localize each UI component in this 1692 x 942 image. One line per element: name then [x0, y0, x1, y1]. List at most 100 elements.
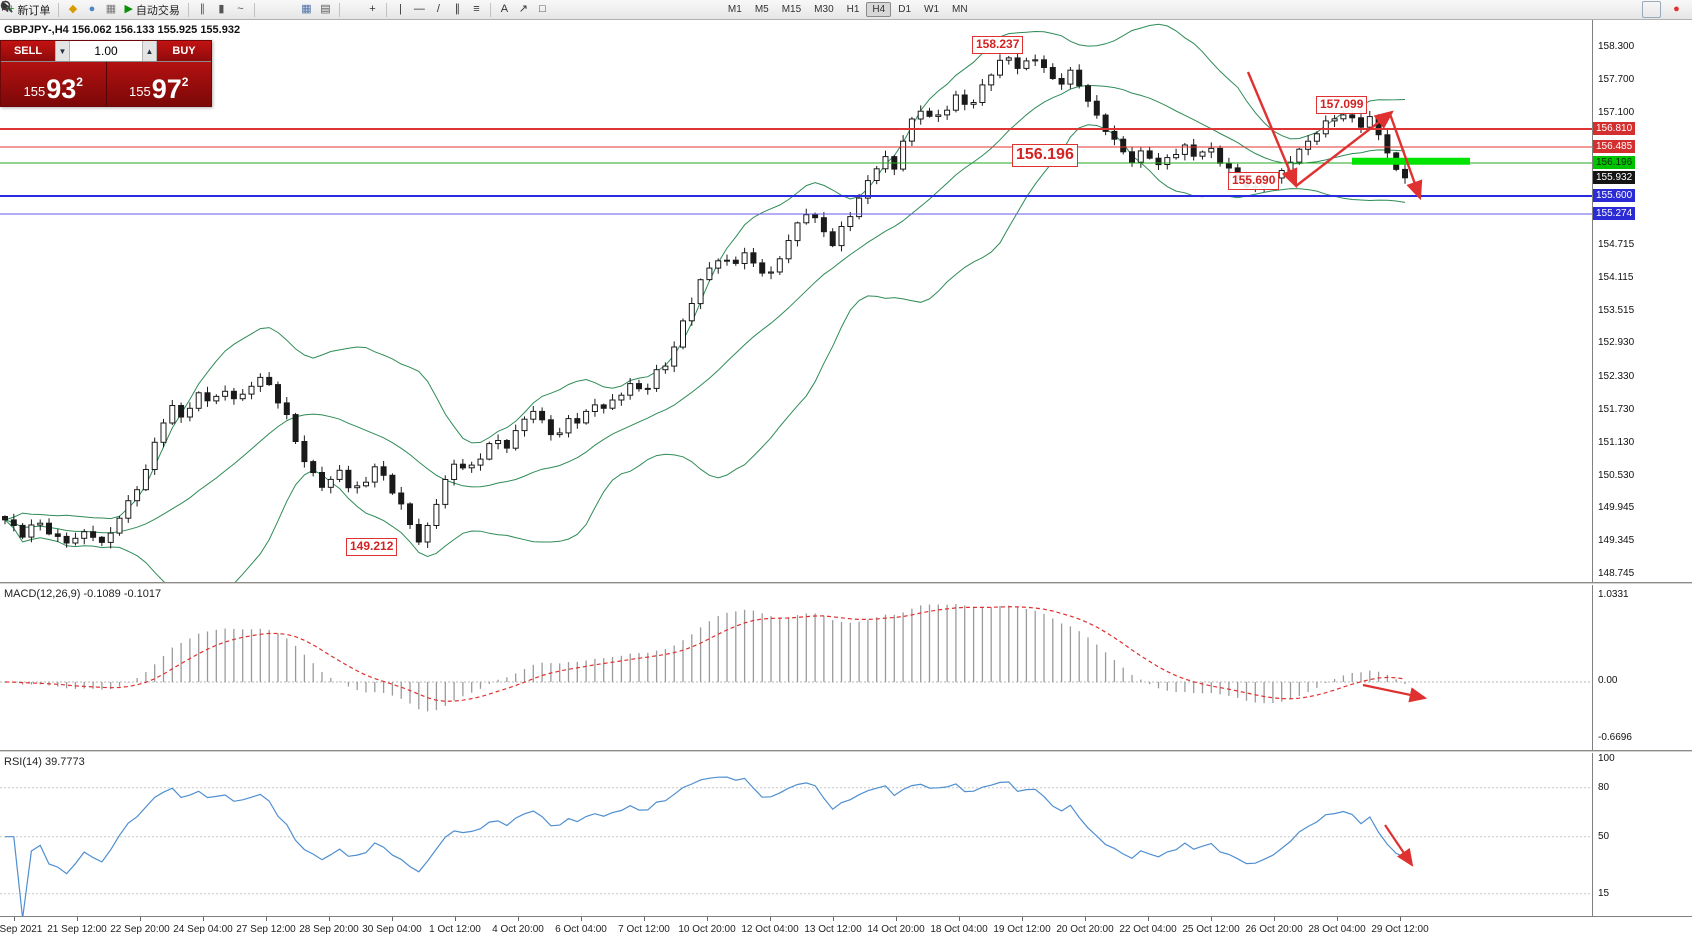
tile-windows-icon[interactable]: ▦ — [297, 1, 316, 18]
shapes-icon: □ — [539, 3, 546, 15]
rsi-chart — [0, 753, 1593, 916]
volume-increase-button[interactable]: ▲ — [142, 41, 157, 61]
price-tag-155.274: 155.274 — [1593, 207, 1636, 221]
toolbar-separator — [253, 2, 255, 17]
time-axis-label: 20 Oct 20:00 — [1056, 924, 1114, 935]
macd-chart — [0, 585, 1593, 750]
panel-separator-2[interactable] — [0, 750, 1692, 753]
time-axis-label: 24 Sep 04:00 — [173, 924, 233, 935]
time-axis-tick — [518, 917, 519, 921]
timeframe-m15[interactable]: M15 — [781, 4, 802, 15]
price-chart[interactable] — [0, 20, 1692, 582]
candlestick-chart-icon[interactable]: ▮ — [212, 1, 231, 18]
arrows-tool-icon[interactable]: ↗ — [514, 1, 533, 18]
rsi-panel[interactable]: 100 80 50 15 RSI(14) 39.7773 — [0, 753, 1692, 916]
price-annotation[interactable]: 155.690 — [1228, 172, 1280, 190]
shapes-icon[interactable]: □ — [533, 1, 552, 18]
timeframe-h4[interactable]: H4 — [866, 2, 892, 17]
time-axis-tick — [392, 917, 393, 921]
time-axis-tick — [581, 917, 582, 921]
vertical-line-icon[interactable]: | — [391, 1, 410, 18]
rsi-trend-arrow[interactable] — [1384, 824, 1414, 867]
price-annotation[interactable]: 149.212 — [346, 538, 398, 556]
text-label-icon[interactable]: A — [495, 1, 514, 18]
trend-arrows[interactable] — [1246, 71, 1423, 201]
time-axis-label: 4 Oct 20:00 — [492, 924, 544, 935]
bar-chart-icon[interactable]: ∥ — [193, 1, 212, 18]
time-axis-tick — [1148, 917, 1149, 921]
price-axis-label: 149.345 — [1598, 535, 1635, 547]
trendline-icon[interactable]: / — [429, 1, 448, 18]
price-axis-label: 150.530 — [1598, 469, 1635, 481]
price-axis-label: 152.330 — [1598, 370, 1635, 382]
timeframe-m30[interactable]: M30 — [814, 4, 834, 15]
profiles-icon: ● — [88, 3, 96, 15]
price-annotation[interactable]: 156.196 — [1012, 144, 1078, 167]
timeframe-group: M1 M5 M15 M30 H1 H4 D1 W1 MN — [722, 2, 974, 17]
news-badge-icon[interactable]: ● — [1667, 1, 1686, 18]
time-axis-label: 7 Oct 12:00 — [618, 924, 670, 935]
line-chart-icon[interactable]: ~ — [231, 1, 250, 18]
macd-histogram — [13, 604, 1406, 712]
buy-button[interactable]: BUY — [157, 41, 211, 61]
horizontal-line-icon[interactable]: — — [410, 1, 429, 18]
rsi-label: RSI(14) 39.7773 — [4, 756, 85, 768]
profiles-icon[interactable]: ● — [82, 1, 101, 18]
cursor-icon[interactable] — [2, 1, 363, 18]
time-axis-label: 1 Oct 12:00 — [429, 924, 481, 935]
crosshair-icon: + — [369, 3, 376, 15]
zoom-out-icon[interactable] — [0, 0, 297, 18]
toolbar-separator — [385, 2, 387, 17]
time-axis-tick — [959, 917, 960, 921]
equidistant-channel-icon[interactable]: ∥ — [448, 1, 467, 18]
auto-trading-button[interactable]: ▶ 自动交易 — [120, 1, 183, 18]
time-axis-tick — [1337, 917, 1338, 921]
fibonacci-icon[interactable]: ≡ — [467, 1, 486, 18]
volume-input[interactable] — [70, 41, 142, 61]
market-watch-icon: ▦ — [105, 3, 117, 15]
timeframe-m5[interactable]: M5 — [754, 4, 769, 15]
market-watch-icon[interactable]: ▦ — [101, 1, 120, 18]
toolbar-separator — [338, 2, 340, 17]
rsi-line — [5, 776, 1406, 916]
sell-price-button[interactable]: 155 93 2 — [1, 62, 107, 106]
new-order-button[interactable]: + 新订单 — [4, 1, 54, 18]
time-axis-label: 10 Oct 20:00 — [678, 924, 736, 935]
sell-price-pipette: 2 — [76, 75, 83, 89]
navigator-icon[interactable]: ▤ — [316, 1, 335, 18]
macd-trend-arrow[interactable] — [1362, 683, 1428, 703]
buy-price-prefix: 155 — [129, 84, 151, 99]
zoom-in-icon[interactable] — [0, 0, 278, 18]
buy-price-big: 97 — [151, 74, 182, 104]
panel-separator-1[interactable] — [0, 582, 1692, 585]
crosshair-icon[interactable]: + — [363, 1, 382, 18]
toolbar-separator — [489, 2, 491, 17]
macd-panel[interactable]: 1.0331 0.00 -0.6696 MACD(12,26,9) -0.1089 … — [0, 585, 1692, 750]
mql5-icon: ◆ — [68, 3, 78, 15]
macd-axis-label: 0.00 — [1598, 675, 1618, 686]
mql5-icon[interactable]: ◆ — [63, 1, 82, 18]
price-annotation[interactable]: 158.237 — [972, 36, 1024, 54]
volume-decrease-button[interactable]: ▼ — [55, 41, 70, 61]
time-axis-label: 28 Sep 20:00 — [299, 924, 359, 935]
one-click-trading-panel: SELL ▼ ▲ BUY 155 93 2 155 97 2 — [0, 40, 212, 107]
main-chart-panel[interactable]: 158.300 157.700 157.100 154.715 154.115 153.5… — [0, 20, 1692, 582]
search-button[interactable] — [0, 0, 1661, 18]
timeframe-w1[interactable]: W1 — [924, 4, 940, 15]
price-annotation[interactable]: 157.099 — [1316, 96, 1368, 114]
text-label-icon: A — [500, 3, 509, 15]
line-chart-icon: ~ — [237, 3, 244, 15]
price-axis-label: 157.700 — [1598, 74, 1635, 86]
macd-axis-label: -0.6696 — [1598, 732, 1632, 743]
timeframe-h1[interactable]: H1 — [846, 4, 860, 15]
timeframe-mn[interactable]: MN — [952, 4, 968, 15]
sell-button[interactable]: SELL — [1, 41, 55, 61]
time-axis-tick — [329, 917, 330, 921]
timeframe-d1[interactable]: D1 — [898, 4, 912, 15]
timeframe-m1[interactable]: M1 — [727, 4, 742, 15]
time-axis-label: 14 Oct 20:00 — [867, 924, 925, 935]
vertical-line-icon: | — [398, 3, 402, 15]
time-axis-tick — [140, 917, 141, 921]
buy-price-button[interactable]: 155 97 2 — [106, 62, 211, 106]
